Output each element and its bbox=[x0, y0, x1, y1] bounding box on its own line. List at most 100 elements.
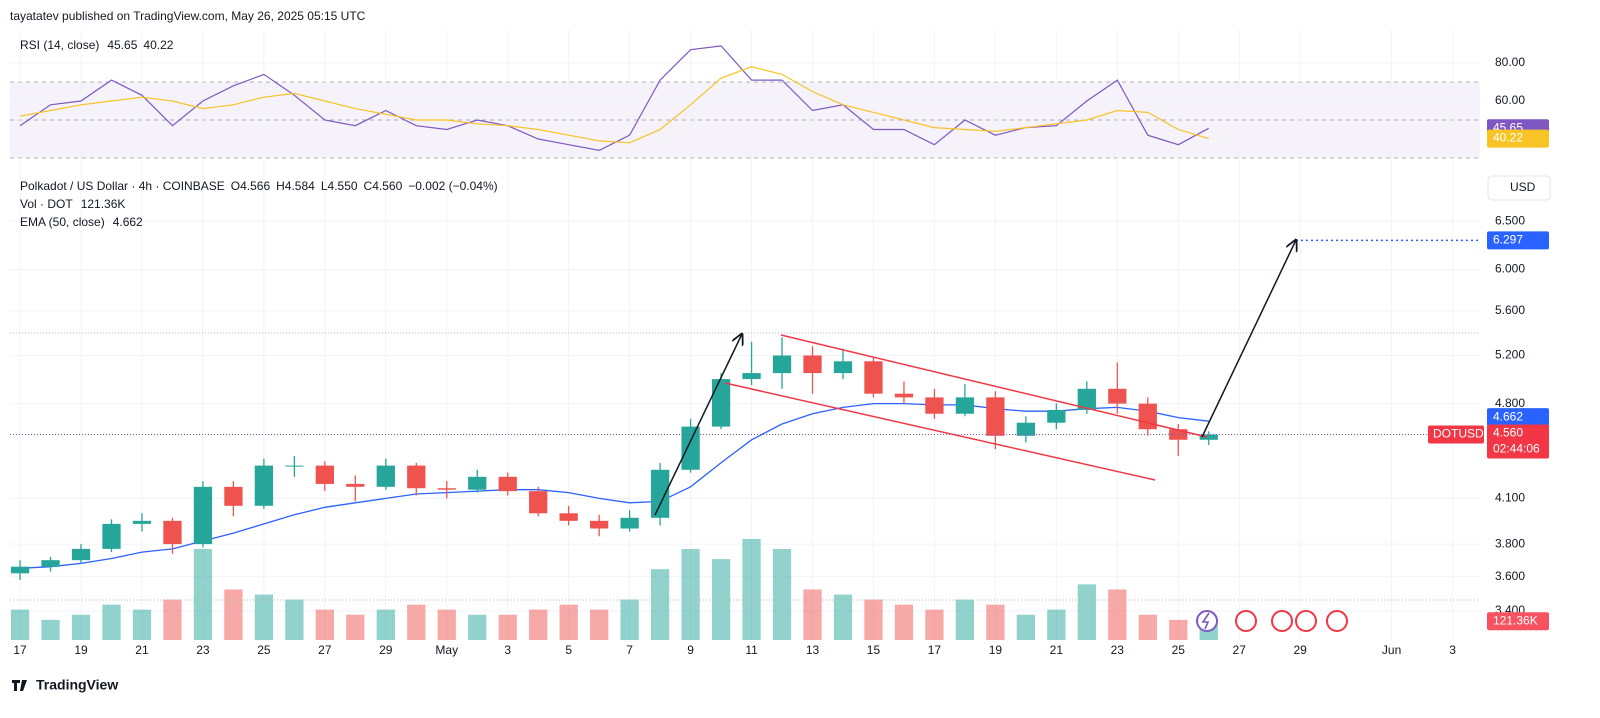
x-tick-label: 17 bbox=[13, 643, 27, 657]
candle-body bbox=[315, 465, 334, 484]
candle-body bbox=[1138, 403, 1157, 430]
candle-body bbox=[437, 488, 456, 490]
volume-bar bbox=[681, 549, 700, 640]
candle-body bbox=[1016, 422, 1036, 436]
rsi-line bbox=[19, 66, 1209, 144]
y-tick-label: 4.800 bbox=[1495, 396, 1525, 410]
countdown: 02:44:06 bbox=[1493, 442, 1540, 456]
candle-body bbox=[681, 426, 700, 470]
ema-value: 4.662 bbox=[113, 215, 143, 229]
x-tick-label: 19 bbox=[74, 643, 88, 657]
volume-bar bbox=[1077, 584, 1096, 640]
x-tick-label: 29 bbox=[1293, 643, 1307, 657]
candle-body bbox=[894, 393, 914, 398]
arrow bbox=[1201, 240, 1296, 438]
volume-bar bbox=[193, 549, 213, 640]
x-tick-label: 21 bbox=[135, 643, 149, 657]
x-tick-label: 27 bbox=[1233, 643, 1247, 657]
volume-bar bbox=[285, 599, 304, 640]
candle-body bbox=[254, 465, 274, 506]
symbol-badge: DOTUSD bbox=[1433, 427, 1484, 441]
x-tick-label: 27 bbox=[318, 643, 332, 657]
price-title: Polkadot / US Dollar · 4h · COINBASE bbox=[20, 179, 225, 193]
ohlc-key: C bbox=[364, 179, 373, 193]
x-tick-label: 29 bbox=[379, 643, 393, 657]
volume-bar bbox=[742, 538, 761, 640]
x-tick-label: Jun bbox=[1382, 643, 1401, 657]
candle-body bbox=[71, 548, 91, 561]
candle-body bbox=[346, 483, 365, 487]
volume-bar bbox=[163, 599, 182, 640]
event-icons bbox=[1196, 610, 1348, 632]
y-tick-label: 4.100 bbox=[1495, 491, 1525, 505]
candle-body bbox=[407, 465, 426, 489]
candle-body bbox=[1108, 388, 1127, 404]
candle-body bbox=[468, 476, 487, 490]
rsi-badge-bg bbox=[1487, 129, 1549, 148]
candle-body bbox=[163, 520, 182, 545]
volume-bar bbox=[71, 614, 91, 640]
candle-body bbox=[650, 469, 670, 518]
candle-body bbox=[925, 397, 944, 414]
ema-title: EMA (50, close) bbox=[20, 215, 105, 229]
x-tick-label: 25 bbox=[1172, 643, 1186, 657]
volume-bar bbox=[315, 609, 334, 640]
candle-body bbox=[711, 379, 731, 427]
price-badge: 4.560 bbox=[1493, 426, 1523, 440]
candle-body bbox=[742, 373, 761, 380]
volume-bar bbox=[803, 589, 822, 640]
symbol-badge-bg bbox=[1428, 425, 1484, 444]
volume-bar bbox=[1108, 589, 1127, 640]
x-tick-label: 7 bbox=[626, 643, 633, 657]
candle-body bbox=[10, 566, 30, 574]
candle-body bbox=[1169, 429, 1188, 440]
ema-line bbox=[20, 402, 1209, 569]
candle-body bbox=[498, 476, 517, 492]
y-tick-label: 80.00 bbox=[1495, 55, 1525, 69]
x-tick-label: May bbox=[435, 643, 458, 657]
volume-bar bbox=[102, 604, 121, 640]
y-tick-label: 60.00 bbox=[1495, 93, 1525, 107]
y-tick-label: 6.000 bbox=[1495, 262, 1525, 276]
volume-bar bbox=[833, 594, 853, 640]
volume-bar bbox=[620, 599, 639, 640]
x-tick-label: 3 bbox=[504, 643, 511, 657]
candle-body bbox=[132, 520, 152, 524]
x-tick-label: 9 bbox=[687, 643, 694, 657]
volume-badge-bg bbox=[1487, 612, 1549, 631]
candle-body bbox=[620, 517, 639, 529]
candle-body bbox=[285, 465, 304, 467]
candle-body bbox=[833, 361, 853, 374]
rsi-legend-value: 40.22 bbox=[143, 38, 173, 52]
volume-bar bbox=[650, 569, 670, 640]
target-badge-bg bbox=[1487, 231, 1549, 250]
candle-body bbox=[193, 486, 213, 545]
candle-body bbox=[1047, 409, 1066, 423]
currency-button[interactable] bbox=[1487, 175, 1551, 201]
candle-body bbox=[864, 361, 883, 394]
ohlc-key: O bbox=[231, 179, 240, 193]
rsi-title: RSI (14, close) bbox=[20, 38, 99, 52]
rsi-line bbox=[19, 45, 1209, 152]
ohlc-value: 4.550 bbox=[328, 179, 358, 193]
arrow bbox=[654, 334, 742, 516]
volume-bar bbox=[1169, 619, 1188, 640]
rsi-legend-value: 45.65 bbox=[107, 38, 137, 52]
volume-bar bbox=[864, 599, 883, 640]
currency[interactable]: USD bbox=[1510, 180, 1536, 194]
volume-bar bbox=[986, 604, 1005, 640]
x-tick-label: 11 bbox=[745, 643, 758, 657]
x-tick-label: 13 bbox=[806, 643, 820, 657]
volume-bar bbox=[132, 609, 152, 640]
candle-body bbox=[529, 491, 548, 514]
ohlc-key: L bbox=[321, 179, 328, 193]
volume-bar bbox=[224, 589, 243, 640]
candle-body bbox=[772, 355, 792, 374]
candle-body bbox=[559, 513, 578, 521]
y-tick-label: 6.500 bbox=[1495, 213, 1525, 227]
volume-bar bbox=[590, 609, 609, 640]
ohlc-value: 4.584 bbox=[285, 179, 315, 193]
x-tick-label: 5 bbox=[565, 643, 572, 657]
volume-value: 121.36K bbox=[81, 197, 126, 211]
volume-bar bbox=[437, 609, 456, 640]
